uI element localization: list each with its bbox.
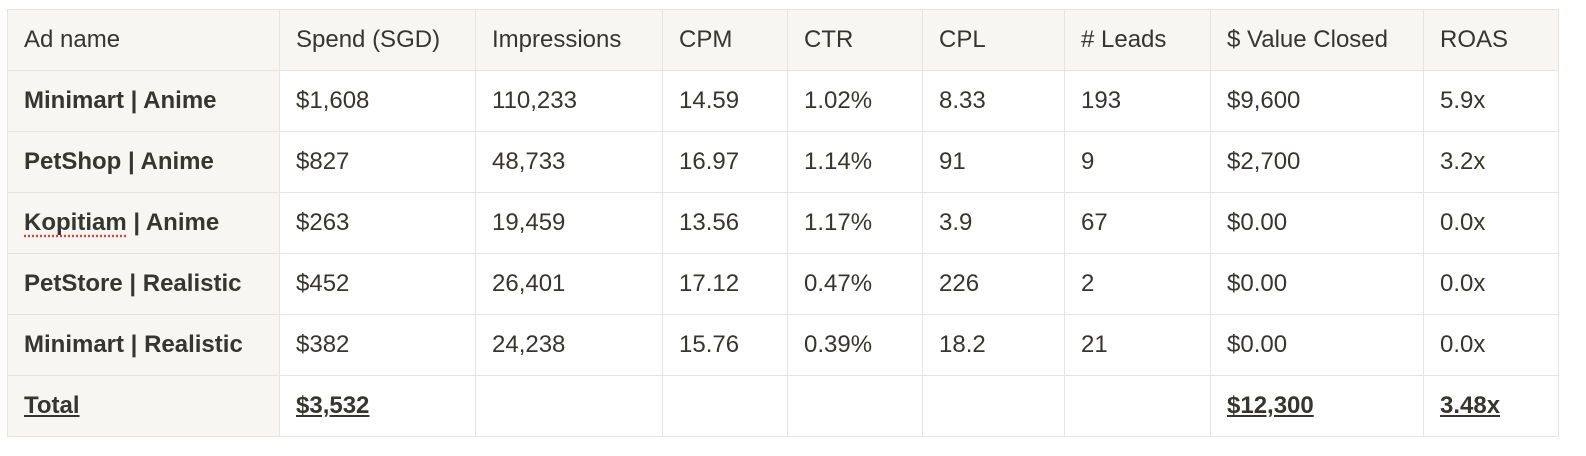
row-ad-name[interactable]: Minimart | Realistic: [7, 314, 280, 376]
cell-impressions[interactable]: 24,238: [475, 314, 663, 376]
ad-name-part: Kopitiam: [24, 209, 127, 236]
total-cpl[interactable]: [922, 375, 1065, 437]
total-label[interactable]: Total: [7, 375, 280, 437]
table-row: Minimart | Realistic $382 24,238 15.76 0…: [7, 314, 1559, 376]
table-row: Minimart | Anime $1,608 110,233 14.59 1.…: [7, 70, 1559, 132]
cell-ctr[interactable]: 1.14%: [787, 131, 923, 193]
cell-leads[interactable]: 21: [1064, 314, 1211, 376]
total-roas[interactable]: 3.48x: [1423, 375, 1559, 437]
cell-cpm[interactable]: 16.97: [662, 131, 788, 193]
cell-roas[interactable]: 3.2x: [1423, 131, 1559, 193]
cell-leads[interactable]: 9: [1064, 131, 1211, 193]
cell-cpm[interactable]: 15.76: [662, 314, 788, 376]
cell-leads[interactable]: 67: [1064, 192, 1211, 254]
ad-name-part: PetStore: [24, 270, 123, 297]
cell-cpl[interactable]: 18.2: [922, 314, 1065, 376]
cell-cpl[interactable]: 8.33: [922, 70, 1065, 132]
ad-name-variant: | Anime: [124, 87, 217, 114]
header-cpl[interactable]: CPL: [922, 9, 1065, 71]
header-spend[interactable]: Spend (SGD): [279, 9, 476, 71]
total-value-closed[interactable]: $12,300: [1210, 375, 1424, 437]
table-row: PetShop | Anime $827 48,733 16.97 1.14% …: [7, 131, 1559, 193]
ad-name-part: Minimart: [24, 331, 125, 358]
ad-name-variant: | Realistic: [122, 270, 242, 297]
cell-leads[interactable]: 2: [1064, 253, 1211, 315]
cell-impressions[interactable]: 110,233: [475, 70, 663, 132]
total-leads[interactable]: [1064, 375, 1211, 437]
cell-spend[interactable]: $827: [279, 131, 476, 193]
cell-roas[interactable]: 0.0x: [1423, 192, 1559, 254]
cell-cpl[interactable]: 91: [922, 131, 1065, 193]
row-ad-name[interactable]: Minimart | Anime: [7, 70, 280, 132]
cell-spend[interactable]: $263: [279, 192, 476, 254]
table-row: PetStore | Realistic $452 26,401 17.12 0…: [7, 253, 1559, 315]
cell-value-closed[interactable]: $0.00: [1210, 314, 1424, 376]
ad-name-variant: | Anime: [121, 148, 214, 175]
cell-cpm[interactable]: 14.59: [662, 70, 788, 132]
ad-name-variant: | Realistic: [124, 331, 243, 358]
row-ad-name[interactable]: PetShop | Anime: [7, 131, 280, 193]
cell-value-closed[interactable]: $2,700: [1210, 131, 1424, 193]
cell-value-closed[interactable]: $0.00: [1210, 253, 1424, 315]
cell-spend[interactable]: $1,608: [279, 70, 476, 132]
cell-impressions[interactable]: 19,459: [475, 192, 663, 254]
cell-ctr[interactable]: 0.47%: [787, 253, 923, 315]
total-ctr[interactable]: [787, 375, 923, 437]
ad-name-part: Minimart: [24, 87, 125, 114]
header-cpm[interactable]: CPM: [662, 9, 788, 71]
ad-name-variant: | Anime: [126, 209, 220, 236]
cell-leads[interactable]: 193: [1064, 70, 1211, 132]
table-row: Kopitiam | Anime $263 19,459 13.56 1.17%…: [7, 192, 1559, 254]
cell-impressions[interactable]: 26,401: [475, 253, 663, 315]
cell-spend[interactable]: $452: [279, 253, 476, 315]
header-impressions[interactable]: Impressions: [475, 9, 663, 71]
cell-roas[interactable]: 0.0x: [1423, 253, 1559, 315]
cell-roas[interactable]: 5.9x: [1423, 70, 1559, 132]
cell-cpl[interactable]: 3.9: [922, 192, 1065, 254]
cell-value-closed[interactable]: $0.00: [1210, 192, 1424, 254]
total-cpm[interactable]: [662, 375, 788, 437]
total-row: Total $3,532 $12,300 3.48x: [7, 375, 1559, 437]
total-spend[interactable]: $3,532: [279, 375, 476, 437]
cell-spend[interactable]: $382: [279, 314, 476, 376]
cell-roas[interactable]: 0.0x: [1423, 314, 1559, 376]
cell-ctr[interactable]: 1.17%: [787, 192, 923, 254]
header-leads[interactable]: # Leads: [1064, 9, 1211, 71]
total-impressions[interactable]: [475, 375, 663, 437]
header-roas[interactable]: ROAS: [1423, 9, 1559, 71]
header-ad-name[interactable]: Ad name: [7, 9, 280, 71]
cell-cpm[interactable]: 13.56: [662, 192, 788, 254]
cell-cpm[interactable]: 17.12: [662, 253, 788, 315]
cell-ctr[interactable]: 1.02%: [787, 70, 923, 132]
ad-performance-table: Ad name Spend (SGD) Impressions CPM CTR …: [7, 9, 1559, 437]
row-ad-name[interactable]: PetStore | Realistic: [7, 253, 280, 315]
cell-cpl[interactable]: 226: [922, 253, 1065, 315]
ad-name-part: PetShop: [24, 148, 122, 175]
row-ad-name[interactable]: Kopitiam | Anime: [7, 192, 280, 254]
cell-value-closed[interactable]: $9,600: [1210, 70, 1424, 132]
header-ctr[interactable]: CTR: [787, 9, 923, 71]
header-row: Ad name Spend (SGD) Impressions CPM CTR …: [7, 9, 1559, 71]
cell-ctr[interactable]: 0.39%: [787, 314, 923, 376]
cell-impressions[interactable]: 48,733: [475, 131, 663, 193]
header-value-closed[interactable]: $ Value Closed: [1210, 9, 1424, 71]
